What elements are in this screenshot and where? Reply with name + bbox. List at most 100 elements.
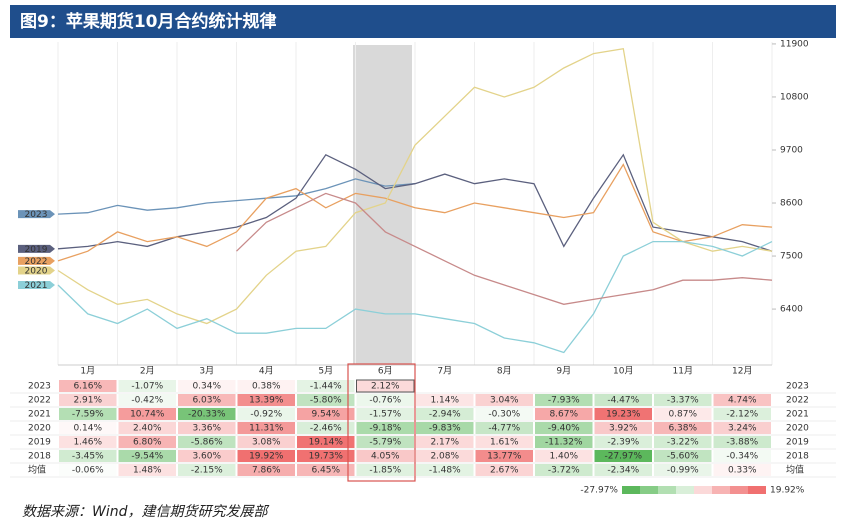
cell-value: -9.18% bbox=[369, 424, 401, 434]
cell-value: 3.24% bbox=[728, 424, 757, 434]
cell bbox=[416, 408, 474, 420]
cell bbox=[356, 436, 414, 448]
x-tick-label: 6月 bbox=[378, 366, 393, 377]
cell bbox=[535, 436, 593, 448]
cell-value: -3.88% bbox=[726, 438, 758, 448]
series-tag-label: 2021 bbox=[25, 281, 48, 291]
cell bbox=[713, 464, 771, 476]
cell bbox=[713, 450, 771, 462]
series-line bbox=[57, 163, 773, 262]
cell bbox=[178, 450, 236, 462]
cell bbox=[118, 394, 176, 406]
cell bbox=[237, 464, 295, 476]
cell bbox=[356, 464, 414, 476]
cell-value: 6.16% bbox=[73, 382, 102, 392]
cell-value: 19.23% bbox=[606, 410, 641, 420]
cell bbox=[178, 464, 236, 476]
cell bbox=[118, 380, 176, 392]
cell-value: -5.60% bbox=[667, 452, 699, 462]
cell-value: 3.04% bbox=[490, 396, 519, 406]
cell-value: 6.45% bbox=[311, 466, 340, 476]
cell bbox=[237, 408, 295, 420]
series-line bbox=[236, 192, 773, 305]
cell-value: -5.80% bbox=[310, 396, 342, 406]
series-tag bbox=[18, 210, 55, 219]
cell bbox=[237, 450, 295, 462]
y-tick-label: 7500 bbox=[780, 252, 803, 262]
cell bbox=[118, 408, 176, 420]
row-label: 2018 bbox=[28, 452, 51, 462]
row-label: 均值 bbox=[28, 464, 46, 476]
table: 2023 2023 6.16% -1.07% 0.34% 0.38% -1.44% 2.12%… bbox=[10, 379, 836, 478]
cell-value: 10.74% bbox=[130, 410, 165, 420]
x-tick-label: 11月 bbox=[673, 366, 693, 377]
cell-value: 3.36% bbox=[192, 424, 221, 434]
cell bbox=[594, 422, 652, 434]
cell-value: 1.48% bbox=[133, 466, 162, 476]
cell bbox=[654, 394, 712, 406]
cell-value: -0.76% bbox=[369, 396, 401, 406]
cell-value: -1.57% bbox=[369, 410, 401, 420]
cell bbox=[535, 394, 593, 406]
cell-value: -9.83% bbox=[429, 424, 461, 434]
cell bbox=[297, 394, 355, 406]
cell-value: 0.14% bbox=[73, 424, 102, 434]
cell-value: -5.86% bbox=[191, 438, 223, 448]
row-label: 2022 bbox=[28, 396, 51, 406]
series-tag-label: 2022 bbox=[25, 257, 48, 267]
y-tick-label: 8600 bbox=[780, 199, 803, 209]
title-bar bbox=[10, 5, 836, 38]
cell bbox=[594, 394, 652, 406]
cell-value: 3.08% bbox=[252, 438, 281, 448]
cell bbox=[654, 422, 712, 434]
plot: 6400 7500 8600 9700 10800 11900 1月 2月 3月 4月 5月 6月 7月… bbox=[18, 39, 809, 377]
cell-value: -0.42% bbox=[131, 396, 163, 406]
row-label-right: 2021 bbox=[786, 410, 809, 420]
cell bbox=[416, 450, 474, 462]
series-tag bbox=[18, 256, 55, 265]
cell bbox=[594, 450, 652, 462]
cell-value: -3.72% bbox=[548, 466, 580, 476]
series-tag-label: 2019 bbox=[25, 245, 48, 255]
row-label-right: 2018 bbox=[786, 452, 809, 462]
series-line bbox=[57, 178, 416, 215]
cell-value: 2.91% bbox=[73, 396, 102, 406]
x-tick-label: 9月 bbox=[556, 366, 571, 377]
cell bbox=[535, 450, 593, 462]
y-tick-label: 6400 bbox=[780, 305, 803, 315]
cell-value: -1.44% bbox=[310, 382, 342, 392]
june-highlight bbox=[347, 363, 416, 482]
row-label-right: 2023 bbox=[786, 382, 809, 392]
cell-value: 6.38% bbox=[668, 424, 697, 434]
cell-value: 1.61% bbox=[490, 438, 519, 448]
cell bbox=[594, 408, 652, 420]
cell bbox=[416, 394, 474, 406]
cell bbox=[178, 394, 236, 406]
cell bbox=[178, 436, 236, 448]
cell bbox=[237, 394, 295, 406]
cell-value: -0.92% bbox=[250, 410, 282, 420]
cell-value: 1.46% bbox=[73, 438, 102, 448]
cell bbox=[654, 408, 712, 420]
series-tag-label: 2020 bbox=[25, 267, 48, 277]
series-tag-label: 2023 bbox=[25, 210, 48, 220]
cell bbox=[416, 422, 474, 434]
cell bbox=[297, 408, 355, 420]
x-tick-label: 2月 bbox=[140, 366, 155, 377]
legend-scale bbox=[622, 486, 766, 494]
cell-value: 0.87% bbox=[668, 410, 697, 420]
cell bbox=[713, 422, 771, 434]
cell bbox=[59, 436, 117, 448]
cell-value: -9.40% bbox=[548, 424, 580, 434]
series-tag bbox=[18, 280, 55, 289]
cell-value: 4.74% bbox=[728, 396, 757, 406]
cell-value: -7.93% bbox=[548, 396, 580, 406]
cell bbox=[475, 422, 533, 434]
cell-value: -3.37% bbox=[667, 396, 699, 406]
cell-value: 3.60% bbox=[192, 452, 221, 462]
cell-value: -27.97% bbox=[604, 452, 642, 462]
x-tick-label: 12月 bbox=[732, 366, 752, 377]
cell bbox=[416, 436, 474, 448]
cell-value: 1.14% bbox=[430, 396, 459, 406]
cell bbox=[416, 464, 474, 476]
